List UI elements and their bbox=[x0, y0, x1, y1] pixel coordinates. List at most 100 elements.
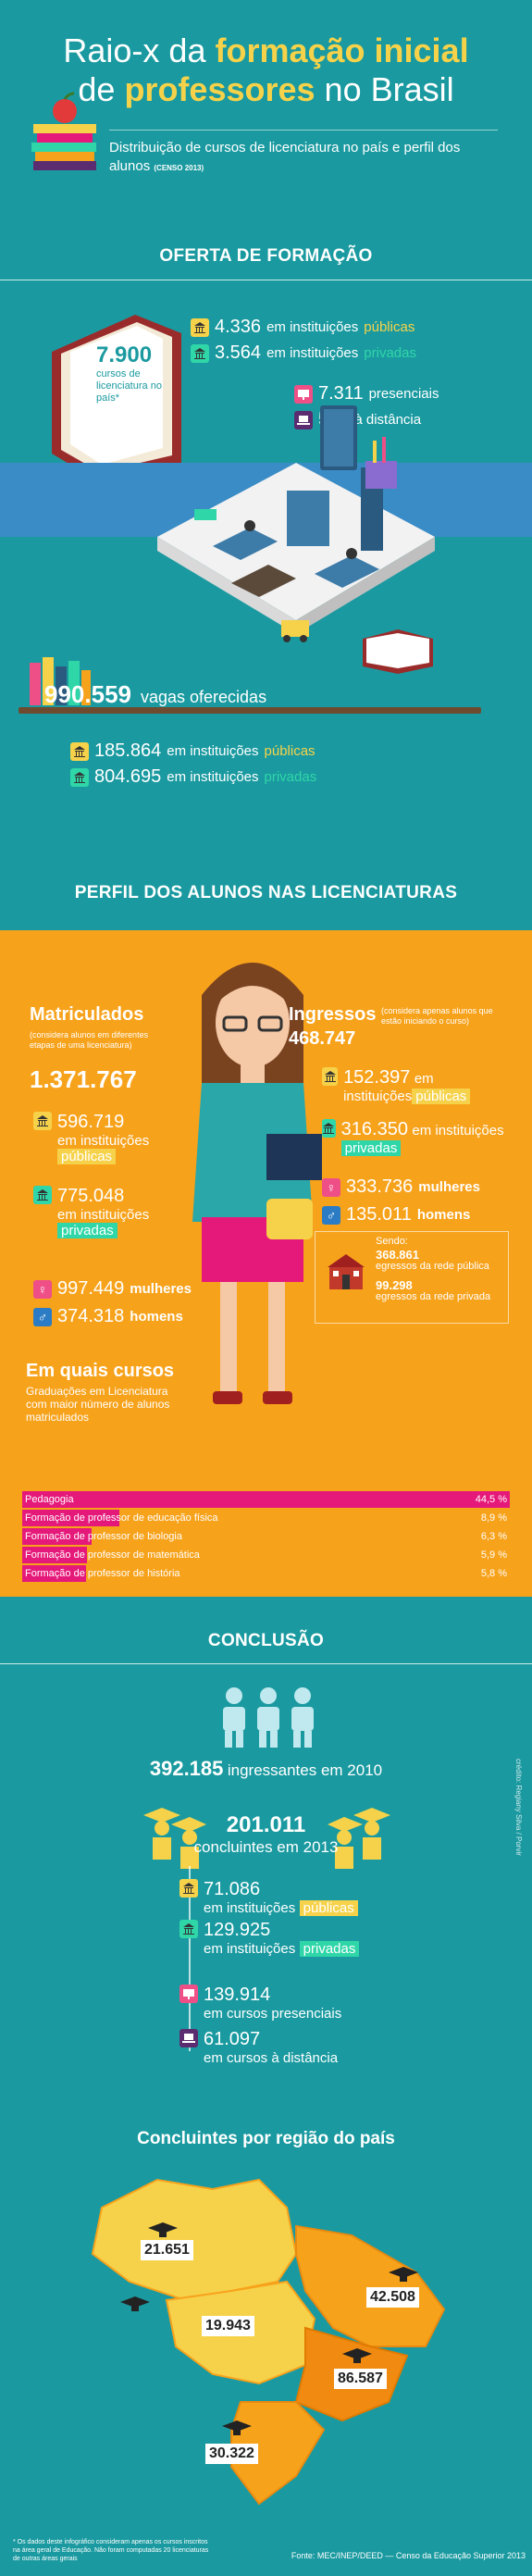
regiao-sul-value: 30.322 bbox=[205, 2444, 258, 2464]
matriculados-title: Matriculados bbox=[30, 1004, 144, 1025]
header-divider bbox=[109, 130, 498, 131]
toy-truck-icon bbox=[281, 620, 309, 642]
books-apple-icon bbox=[31, 92, 96, 170]
building-icon bbox=[322, 1067, 339, 1086]
book-stack-icon bbox=[320, 405, 357, 470]
course-bar bbox=[22, 1491, 510, 1508]
matriculados-total: 1.371.767 bbox=[30, 1065, 137, 1093]
regiao-sudeste-value: 86.587 bbox=[334, 2369, 387, 2389]
mat-privadas: 775.048 em instituições privadas bbox=[33, 1186, 149, 1239]
course-bar bbox=[22, 1565, 86, 1582]
building-icon bbox=[179, 1920, 198, 1938]
perfil-section: Matriculados (considera alunos em difere… bbox=[0, 930, 532, 1458]
ingressos-title: Ingressos bbox=[289, 1004, 377, 1025]
page-subtitle: Distribuição de cursos de licenciatura n… bbox=[109, 140, 461, 174]
cursos-subtitle: Graduações em Licenciatura com maior núm… bbox=[26, 1385, 170, 1424]
graduate-icon bbox=[143, 1808, 206, 1869]
regiao-norte-value: 21.651 bbox=[141, 2240, 193, 2260]
building-icon bbox=[33, 1112, 52, 1130]
sendo-label: Sendo: bbox=[376, 1236, 408, 1247]
regiao-centro-oeste-value: 19.943 bbox=[202, 2316, 254, 2336]
graduate-icon bbox=[328, 1808, 390, 1869]
board-icon bbox=[179, 1985, 198, 2003]
footer-note: * Os dados deste infográfico consideram … bbox=[13, 2539, 209, 2562]
ing-publicas: 152.397 em instituições públicas bbox=[322, 1067, 532, 1105]
course-bar bbox=[22, 1547, 87, 1563]
building-icon bbox=[70, 741, 89, 761]
course-label: Formação de professor de educação física bbox=[25, 1512, 218, 1524]
oferta-privadas: 3.564 em instituições privadas bbox=[191, 342, 416, 364]
building-icon bbox=[70, 767, 89, 787]
course-bar bbox=[22, 1528, 92, 1545]
cursos-title: Em quais cursos bbox=[26, 1361, 175, 1381]
conc-presenciais: 139.914 em cursos presenciais bbox=[179, 1985, 341, 2022]
matriculados-note: (considera alunos em diferentes etapas d… bbox=[30, 1030, 149, 1050]
building-icon bbox=[322, 1119, 336, 1138]
course-row: Formação de professor de biologia 6,3 % bbox=[22, 1528, 510, 1545]
credit-text: crédito: Regiany Silva / Porvir bbox=[514, 1759, 523, 1856]
map-region-norte bbox=[91, 2178, 298, 2302]
classroom-illustration bbox=[157, 463, 435, 634]
course-percent: 5,9 % bbox=[480, 1549, 507, 1561]
conclusao-divider bbox=[0, 1663, 532, 1664]
female-icon: ♀ bbox=[33, 1279, 52, 1299]
vagas-publicas: 185.864 em instituições públicas bbox=[70, 740, 315, 762]
ing-mulheres: ♀ 333.736 mulheres bbox=[322, 1176, 480, 1198]
oferta-presenciais: 7.311 presenciais bbox=[294, 383, 439, 404]
students-icon bbox=[223, 1687, 314, 1748]
course-label: Pedagogia bbox=[25, 1494, 74, 1505]
map-region-sul bbox=[230, 2401, 326, 2506]
course-bar bbox=[22, 1510, 120, 1526]
oferta-title: OFERTA DE FORMAÇÃO bbox=[159, 246, 373, 266]
course-row: Pedagogia 44,5 % bbox=[22, 1491, 510, 1508]
conc-publicas: 71.086 em instituições públicas bbox=[179, 1879, 358, 1917]
shelf-books-icon bbox=[30, 657, 91, 705]
page-title: Raio-x da formação inicial de professore… bbox=[63, 31, 469, 108]
oferta-publicas: 4.336 em instituições públicas bbox=[191, 317, 414, 338]
course-row: Formação de professor de história 5,8 % bbox=[22, 1565, 510, 1582]
building-icon bbox=[191, 343, 209, 363]
course-row: Formação de professor de educação física… bbox=[22, 1510, 510, 1526]
brazil-map bbox=[91, 2178, 446, 2506]
mat-homens: ♂ 374.318 homens bbox=[33, 1306, 183, 1327]
course-percent: 8,9 % bbox=[480, 1512, 507, 1524]
vagas-privadas: 804.695 em instituições privadas bbox=[70, 766, 316, 788]
book-illustration bbox=[52, 315, 181, 481]
ingressos-note: (considera apenas alunos que estão inici… bbox=[381, 1006, 493, 1026]
course-label: Formação de professor de matemática bbox=[25, 1549, 200, 1561]
male-icon: ♂ bbox=[33, 1307, 52, 1326]
ingressantes-2010: 392.185 ingressantes em 2010 bbox=[149, 1757, 383, 1780]
building-icon bbox=[33, 1186, 52, 1204]
building-icon bbox=[179, 1879, 198, 1898]
course-label: Formação de professor de biologia bbox=[25, 1531, 182, 1542]
course-percent: 6,3 % bbox=[480, 1531, 507, 1542]
regiao-nordeste-value: 42.508 bbox=[366, 2287, 419, 2308]
student-illustration bbox=[192, 963, 322, 1404]
rede-publica: 368.861 egressos da rede pública bbox=[376, 1248, 489, 1272]
ing-privadas: 316.350 em instituições privadas bbox=[322, 1119, 507, 1157]
female-icon: ♀ bbox=[322, 1177, 340, 1197]
vertical-divider bbox=[189, 1866, 191, 2051]
conc-distancia: 61.097 em cursos à distância bbox=[179, 2029, 338, 2066]
mat-publicas: 596.719 em instituições públicas bbox=[33, 1112, 149, 1165]
book-label: 7.900 cursos de licenciatura no país* bbox=[96, 342, 162, 404]
course-percent: 5,8 % bbox=[480, 1568, 507, 1579]
school-building-icon bbox=[320, 1245, 372, 1297]
course-row: Formação de professor de matemática 5,9 % bbox=[22, 1547, 510, 1563]
concluintes-2013: 201.011 concluintes em 2013 bbox=[193, 1812, 339, 1856]
rede-privada: 99.298 egressos da rede privada bbox=[376, 1278, 491, 1302]
sendo-box bbox=[315, 1231, 509, 1324]
conc-privadas: 129.925 em instituições privadas bbox=[179, 1920, 360, 1958]
building-icon bbox=[191, 317, 209, 337]
male-icon: ♂ bbox=[322, 1205, 340, 1225]
map-region-nordeste bbox=[295, 2224, 446, 2347]
board-icon bbox=[294, 384, 313, 404]
cursos-chart: Pedagogia 44,5 % Formação de professor de … bbox=[0, 1458, 532, 1597]
pencil-cup-icon bbox=[365, 437, 397, 489]
ing-homens: ♂ 135.011 homens bbox=[322, 1204, 470, 1226]
laptop-icon bbox=[179, 2029, 198, 2047]
course-label: Formação de professor de história bbox=[25, 1568, 180, 1579]
ingressos-total: 468.747 bbox=[289, 1028, 356, 1049]
conclusao-title: CONCLUSÃO bbox=[207, 1631, 325, 1650]
